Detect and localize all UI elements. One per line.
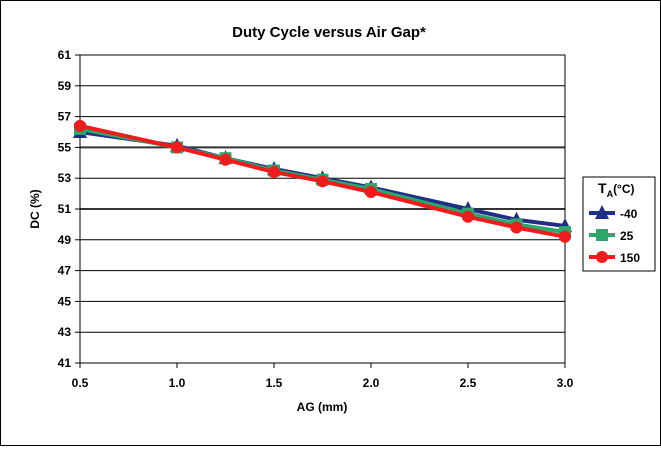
y-tick-label: 61	[58, 48, 72, 62]
grid-lines	[80, 85, 565, 333]
legend-marker	[595, 205, 609, 219]
data-point-150	[316, 175, 329, 188]
data-point-150	[462, 210, 474, 223]
data-point-150	[365, 186, 377, 199]
data-point-150	[559, 230, 571, 243]
legend-label: -40	[620, 207, 638, 221]
legend-marker	[596, 251, 608, 263]
series-150	[74, 119, 571, 243]
chart-title: Duty Cycle versus Air Gap*	[232, 24, 426, 41]
y-axis-label: DC (%)	[28, 189, 42, 228]
x-tick-label: 2.5	[460, 376, 477, 390]
legend-item--40: -40	[589, 205, 638, 221]
x-tick-label: 1.0	[169, 376, 186, 390]
x-axis: 0.5 1.0 1.5 2.0 2.5 3.0	[72, 363, 574, 390]
legend-marker	[596, 229, 608, 241]
y-tick-label: 59	[58, 79, 72, 93]
data-point-150	[219, 153, 232, 166]
series-layer	[73, 119, 572, 243]
legend-item-150: 150	[589, 251, 640, 265]
y-tick-label: 49	[58, 233, 72, 247]
legend-label: 150	[620, 251, 640, 265]
data-point-150	[510, 221, 523, 234]
x-tick-label: 3.0	[557, 376, 574, 390]
data-point-150	[171, 141, 183, 154]
legend-item-25: 25	[589, 229, 634, 243]
y-tick-label: 47	[58, 264, 72, 278]
x-tick-label: 0.5	[72, 376, 89, 390]
y-tick-label: 51	[58, 202, 72, 216]
x-tick-label: 2.0	[363, 376, 380, 390]
y-tick-label: 43	[58, 325, 72, 339]
y-tick-label: 55	[58, 140, 72, 154]
y-tick-label: 53	[58, 171, 72, 185]
legend-title: TA(°C)	[598, 180, 635, 199]
y-tick-label: 41	[58, 356, 72, 370]
legend-label: 25	[620, 229, 634, 243]
data-point-150	[268, 166, 280, 179]
y-tick-label: 45	[58, 294, 72, 308]
y-axis: 41 43 45 47 49 51 53 55 57 59 61	[58, 48, 80, 370]
x-tick-label: 1.5	[266, 376, 283, 390]
data-point-150	[74, 119, 86, 132]
legend: TA(°C) -40 25 150	[582, 176, 656, 272]
x-axis-label: AG (mm)	[297, 400, 348, 414]
y-tick-label: 57	[58, 110, 72, 124]
